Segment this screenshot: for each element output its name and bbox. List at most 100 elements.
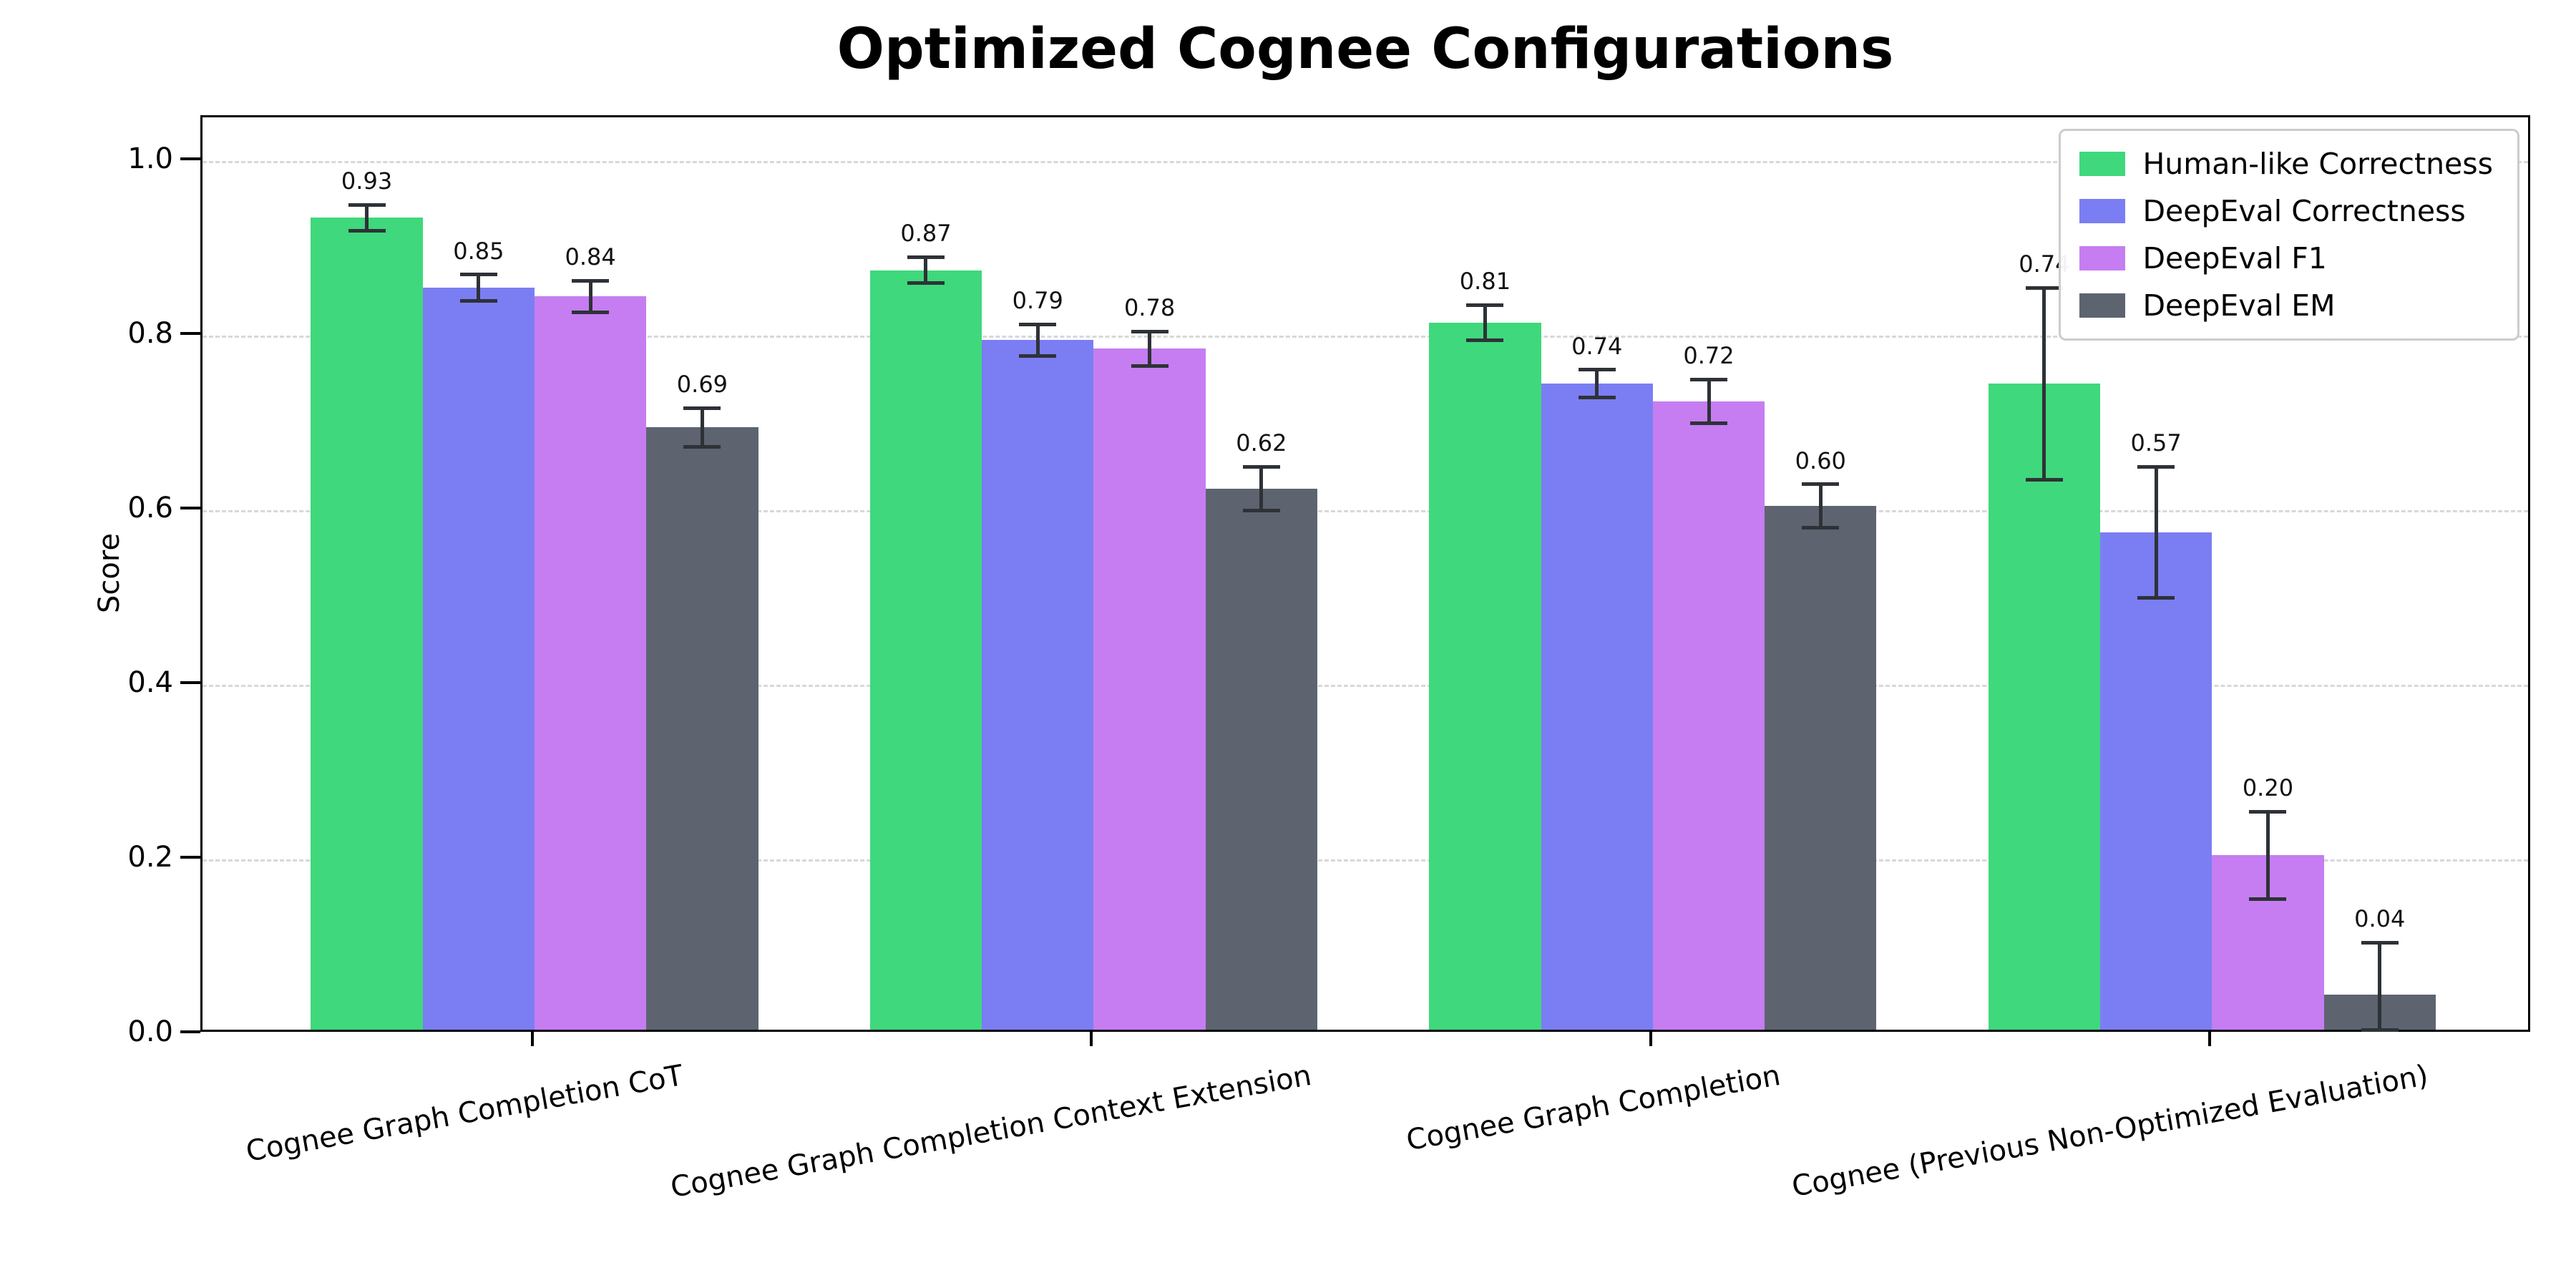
error-bar: [700, 408, 704, 447]
error-bar-cap-bottom: [2249, 897, 2287, 901]
bar: [1093, 348, 1206, 1030]
bar: [422, 288, 535, 1030]
y-tick-mark: [180, 681, 200, 684]
bar-value-label: 0.81: [1459, 268, 1511, 296]
error-bar-cap-top: [1690, 377, 1727, 381]
error-bar: [2378, 942, 2382, 1030]
legend-swatch: [2079, 199, 2126, 223]
error-bar-cap-top: [348, 203, 386, 207]
x-tick-label: Cognee Graph Completion Context Extensio…: [668, 1059, 1314, 1204]
error-bar: [1595, 369, 1599, 398]
bar-value-label: 0.69: [676, 371, 728, 399]
error-bar: [1148, 331, 1152, 366]
legend-label: DeepEval F1: [2142, 241, 2327, 275]
error-bar-cap-top: [1131, 329, 1169, 333]
error-bar-cap-bottom: [1019, 353, 1057, 358]
error-bar: [924, 257, 928, 283]
bar: [1429, 322, 1541, 1030]
x-tick-mark: [2208, 1032, 2212, 1046]
x-tick-label: Cognee (Previous Non-Optimized Evaluatio…: [1789, 1059, 2431, 1204]
bar: [1988, 384, 2100, 1030]
error-bar-cap-bottom: [572, 310, 610, 314]
y-tick-label: 0.4: [127, 666, 173, 699]
error-bar: [588, 280, 592, 313]
bar-value-label: 0.04: [2354, 905, 2406, 932]
y-tick-label: 0.0: [127, 1015, 173, 1048]
error-bar-cap-top: [1466, 303, 1504, 307]
bar-value-label: 0.79: [1012, 287, 1063, 315]
error-bar-cap-bottom: [2361, 1028, 2399, 1032]
bar: [869, 270, 982, 1030]
error-bar-cap-top: [2361, 940, 2399, 945]
bar-value-label: 0.57: [2130, 429, 2182, 457]
legend-swatch: [2079, 152, 2126, 176]
legend-label: DeepEval Correctness: [2142, 194, 2466, 228]
error-bar-cap-bottom: [2025, 477, 2063, 482]
error-bar-cap-top: [2137, 464, 2175, 469]
error-bar: [1483, 305, 1487, 341]
error-bar-cap-top: [907, 255, 945, 259]
bar: [1205, 488, 1317, 1030]
y-axis-label: Score: [93, 532, 126, 614]
bar-value-label: 0.20: [2242, 774, 2294, 801]
y-tick-label: 1.0: [127, 142, 173, 175]
error-bar-cap-bottom: [1131, 364, 1169, 369]
error-bar-cap-bottom: [1690, 421, 1727, 425]
error-bar-cap-top: [2025, 286, 2063, 290]
error-bar-cap-top: [1242, 464, 1280, 469]
bar: [1765, 506, 1877, 1030]
error-bar: [2265, 811, 2270, 899]
x-tick-label: Cognee Graph Completion: [1403, 1059, 1783, 1158]
x-tick-mark: [1649, 1032, 1652, 1046]
legend: Human-like Correctness DeepEval Correctne…: [2059, 129, 2519, 341]
bar: [2100, 532, 2212, 1030]
bar-value-label: 0.74: [1571, 332, 1623, 360]
legend-item: DeepEval Correctness: [2079, 194, 2493, 228]
bar-value-label: 0.85: [453, 237, 504, 265]
bar-value-label: 0.87: [900, 220, 952, 248]
gridline: [203, 336, 2528, 338]
error-bar-cap-top: [1578, 368, 1616, 372]
gridline: [203, 161, 2528, 163]
x-tick-mark: [530, 1032, 534, 1046]
error-bar: [477, 274, 481, 301]
error-bar-cap-bottom: [459, 298, 497, 303]
y-tick-label: 0.8: [127, 317, 173, 350]
error-bar: [365, 205, 369, 231]
error-bar-cap-bottom: [1802, 526, 1840, 530]
error-bar-cap-top: [572, 278, 610, 283]
error-bar: [1707, 379, 1711, 424]
error-bar-cap-top: [1019, 322, 1057, 326]
bar: [982, 340, 1094, 1030]
legend-item: DeepEval F1: [2079, 241, 2493, 275]
error-bar-cap-bottom: [683, 444, 721, 449]
error-bar-cap-bottom: [1578, 396, 1616, 400]
bar-value-label: 0.62: [1236, 429, 1287, 457]
bar: [534, 296, 647, 1030]
error-bar: [2042, 288, 2046, 480]
legend-label: DeepEval EM: [2142, 288, 2336, 323]
error-bar-cap-top: [459, 273, 497, 277]
legend-swatch: [2079, 246, 2126, 270]
gridline: [203, 859, 2528, 862]
bar-value-label: 0.60: [1795, 447, 1846, 474]
error-bar-cap-top: [1802, 482, 1840, 486]
bar-value-label: 0.93: [341, 167, 393, 195]
error-bar-cap-bottom: [1242, 508, 1280, 512]
y-tick-mark: [180, 332, 200, 335]
bar: [646, 427, 758, 1030]
legend-swatch: [2079, 293, 2126, 318]
bar: [311, 218, 423, 1030]
bar-value-label: 0.72: [1683, 342, 1735, 370]
y-tick-mark: [180, 157, 200, 160]
error-bar-cap-bottom: [1466, 338, 1504, 342]
x-tick-label: Cognee Graph Completion CoT: [243, 1059, 686, 1169]
error-bar-cap-top: [2249, 809, 2287, 814]
y-tick-label: 0.6: [127, 492, 173, 525]
chart-title: Optimized Cognee Configurations: [836, 17, 1894, 82]
bar: [1541, 384, 1653, 1030]
error-bar-cap-bottom: [907, 281, 945, 286]
error-bar: [1818, 484, 1823, 528]
legend-label: Human-like Correctness: [2142, 147, 2493, 181]
